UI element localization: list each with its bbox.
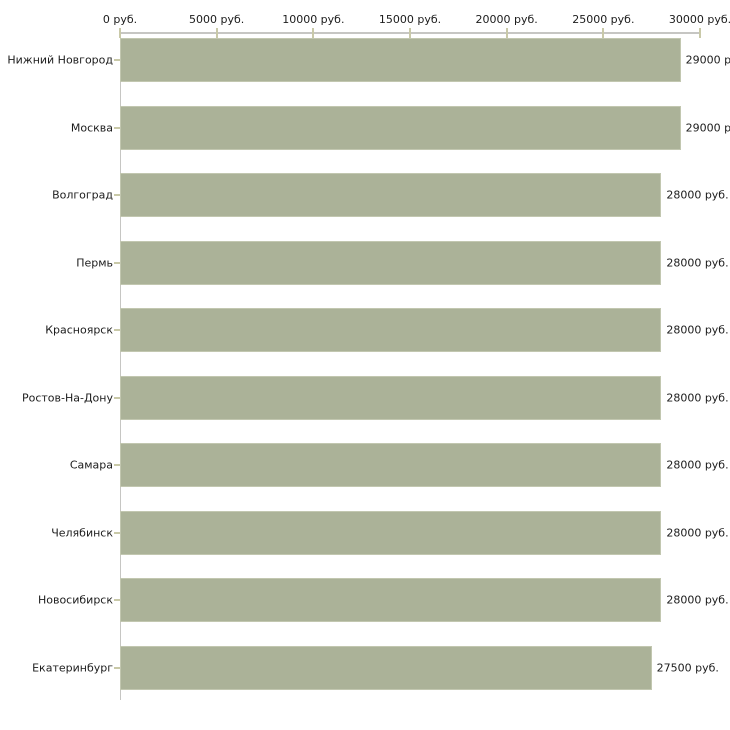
- bar: [120, 645, 652, 690]
- x-axis-tick-label: 30000 руб.: [668, 13, 730, 26]
- value-label: 28000 руб.: [666, 323, 729, 337]
- category-label: Волгоград: [52, 188, 113, 202]
- bar: [120, 443, 662, 488]
- x-axis-tick-label: 20000 руб.: [475, 13, 538, 26]
- value-label: 28000 руб.: [666, 458, 729, 472]
- category-label: Ростов-На-Дону: [21, 391, 113, 405]
- x-axis-tick-mark: [505, 28, 508, 38]
- category-tick-mark: [114, 464, 120, 467]
- category-label: Челябинск: [51, 526, 113, 540]
- bar: [120, 308, 662, 353]
- x-axis-tick-mark: [699, 28, 701, 38]
- x-axis-tick-label: 5000 руб.: [189, 13, 245, 26]
- category-tick-mark: [114, 531, 120, 534]
- bar: [120, 578, 662, 623]
- value-label: 28000 руб.: [666, 256, 729, 270]
- value-label: 27500 руб.: [656, 661, 719, 675]
- bar: [120, 510, 662, 555]
- bar: [120, 105, 681, 150]
- category-label: Новосибирск: [37, 593, 113, 607]
- category-tick-mark: [114, 59, 120, 61]
- x-axis-tick-label: 25000 руб.: [572, 13, 635, 26]
- value-label: 29000 руб.: [685, 121, 730, 135]
- category-tick-mark: [114, 126, 120, 129]
- x-axis-tick-mark: [312, 28, 315, 38]
- category-label: Москва: [70, 121, 113, 135]
- category-label: Самара: [69, 458, 113, 472]
- category-tick-mark: [114, 329, 120, 332]
- category-tick-mark: [114, 599, 120, 602]
- x-axis-tick-mark: [215, 28, 218, 38]
- category-tick-mark: [114, 261, 120, 264]
- category-label: Красноярск: [45, 323, 113, 337]
- x-axis-tick-mark: [409, 28, 411, 38]
- x-axis-tick-mark: [119, 28, 121, 38]
- category-label: Нижний Новгород: [7, 53, 113, 67]
- category-tick-mark: [114, 666, 120, 669]
- bar: [120, 240, 662, 285]
- value-label: 28000 руб.: [666, 391, 729, 405]
- category-tick-mark: [114, 396, 120, 399]
- x-axis-tick-label: 10000 руб.: [282, 13, 345, 26]
- value-label: 28000 руб.: [666, 526, 729, 540]
- x-axis-tick-label: 15000 руб.: [378, 13, 442, 26]
- category-label: Пермь: [76, 256, 113, 270]
- category-label: Екатеринбург: [32, 661, 113, 675]
- value-label: 28000 руб.: [666, 593, 729, 607]
- value-label: 28000 руб.: [666, 188, 729, 202]
- value-label: 29000 руб.: [685, 53, 730, 67]
- category-tick-mark: [114, 194, 120, 197]
- bar: [120, 38, 681, 82]
- x-axis-tick-mark: [602, 28, 605, 38]
- bar: [120, 173, 662, 218]
- x-axis-tick-label: 0 руб.: [102, 13, 138, 26]
- bar: [120, 375, 662, 420]
- y-axis-line: [120, 32, 121, 700]
